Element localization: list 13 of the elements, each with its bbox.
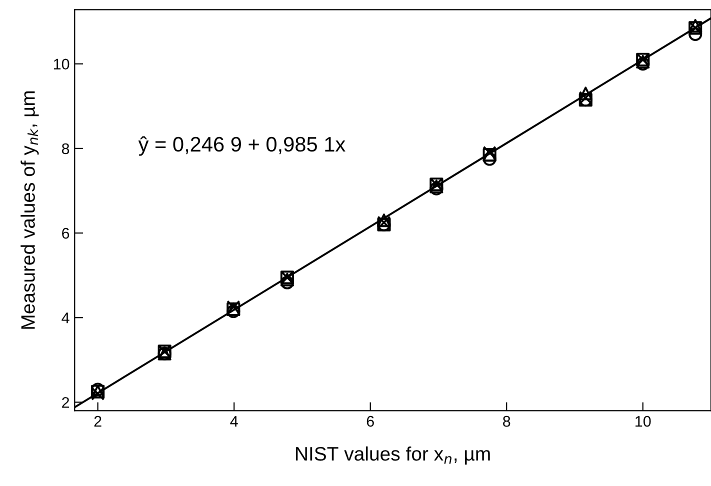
x-axis-title: NIST values for x$_{n}$, µm — [296, 446, 490, 465]
x-tick-label: 4 — [230, 416, 238, 427]
y-tick-label: 10 — [54, 58, 70, 70]
y-tick-label: 4 — [62, 312, 70, 324]
x-tick-label: 8 — [503, 416, 510, 427]
y-tick-label: 2 — [62, 397, 70, 408]
annotation: ŷ = 0,246 9 + 0,985 1x — [138, 136, 346, 156]
x-tick-label: 2 — [94, 416, 102, 427]
x-tick-label: 6 — [366, 416, 374, 427]
y-tick-label: 6 — [62, 228, 70, 239]
y-tick-label: 8 — [62, 143, 70, 154]
x-tick-label: 10 — [636, 416, 651, 427]
y-axis-title: Measured values of y$_{nk}$, µm — [20, 91, 39, 329]
